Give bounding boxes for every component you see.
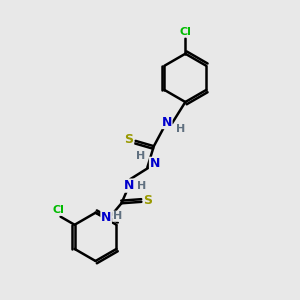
Text: H: H xyxy=(137,181,146,190)
Text: N: N xyxy=(149,157,160,170)
Text: N: N xyxy=(101,211,111,224)
Text: H: H xyxy=(113,211,122,221)
Text: S: S xyxy=(143,194,152,207)
Text: S: S xyxy=(124,133,134,146)
Text: H: H xyxy=(136,151,146,161)
Text: N: N xyxy=(124,179,134,192)
Text: Cl: Cl xyxy=(52,205,64,215)
Text: H: H xyxy=(176,124,185,134)
Text: Cl: Cl xyxy=(179,27,191,37)
Text: N: N xyxy=(162,116,172,128)
